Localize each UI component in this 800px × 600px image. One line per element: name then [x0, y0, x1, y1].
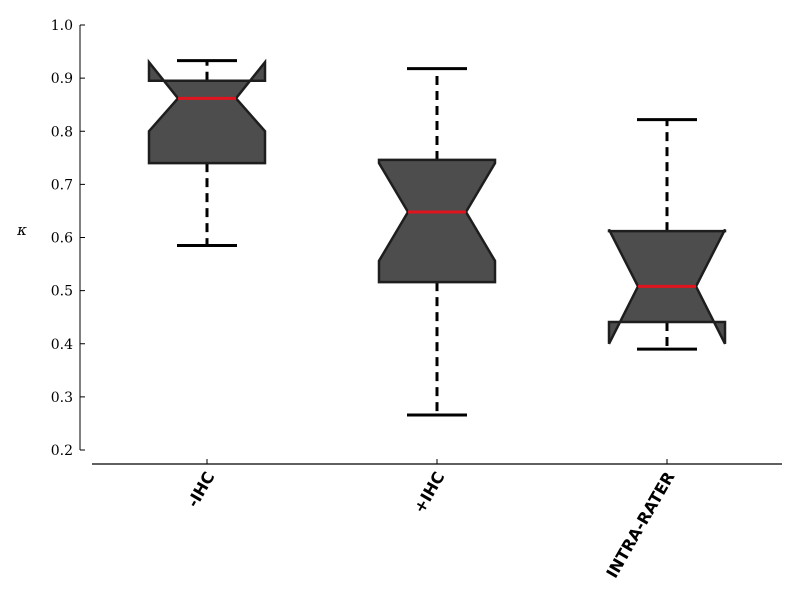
y-tick-label: 0.6: [51, 231, 73, 247]
y-tick-label: 0.3: [51, 390, 73, 406]
x-tick-label: INTRA-RATER: [602, 469, 678, 582]
y-axis-label: κ: [16, 221, 27, 239]
x-tick-label: -IHC: [183, 469, 218, 511]
y-tick-label: 1.0: [51, 18, 73, 34]
y-tick-label: 0.2: [51, 443, 73, 459]
y-tick-label: 0.7: [51, 177, 73, 193]
y-tick-label: 0.9: [51, 71, 73, 87]
x-tick-label: +IHC: [410, 469, 449, 517]
y-tick-label: 0.4: [51, 337, 73, 353]
y-tick-label: 0.8: [51, 124, 73, 140]
box-2: [379, 160, 495, 282]
y-tick-label: 0.5: [51, 284, 73, 300]
